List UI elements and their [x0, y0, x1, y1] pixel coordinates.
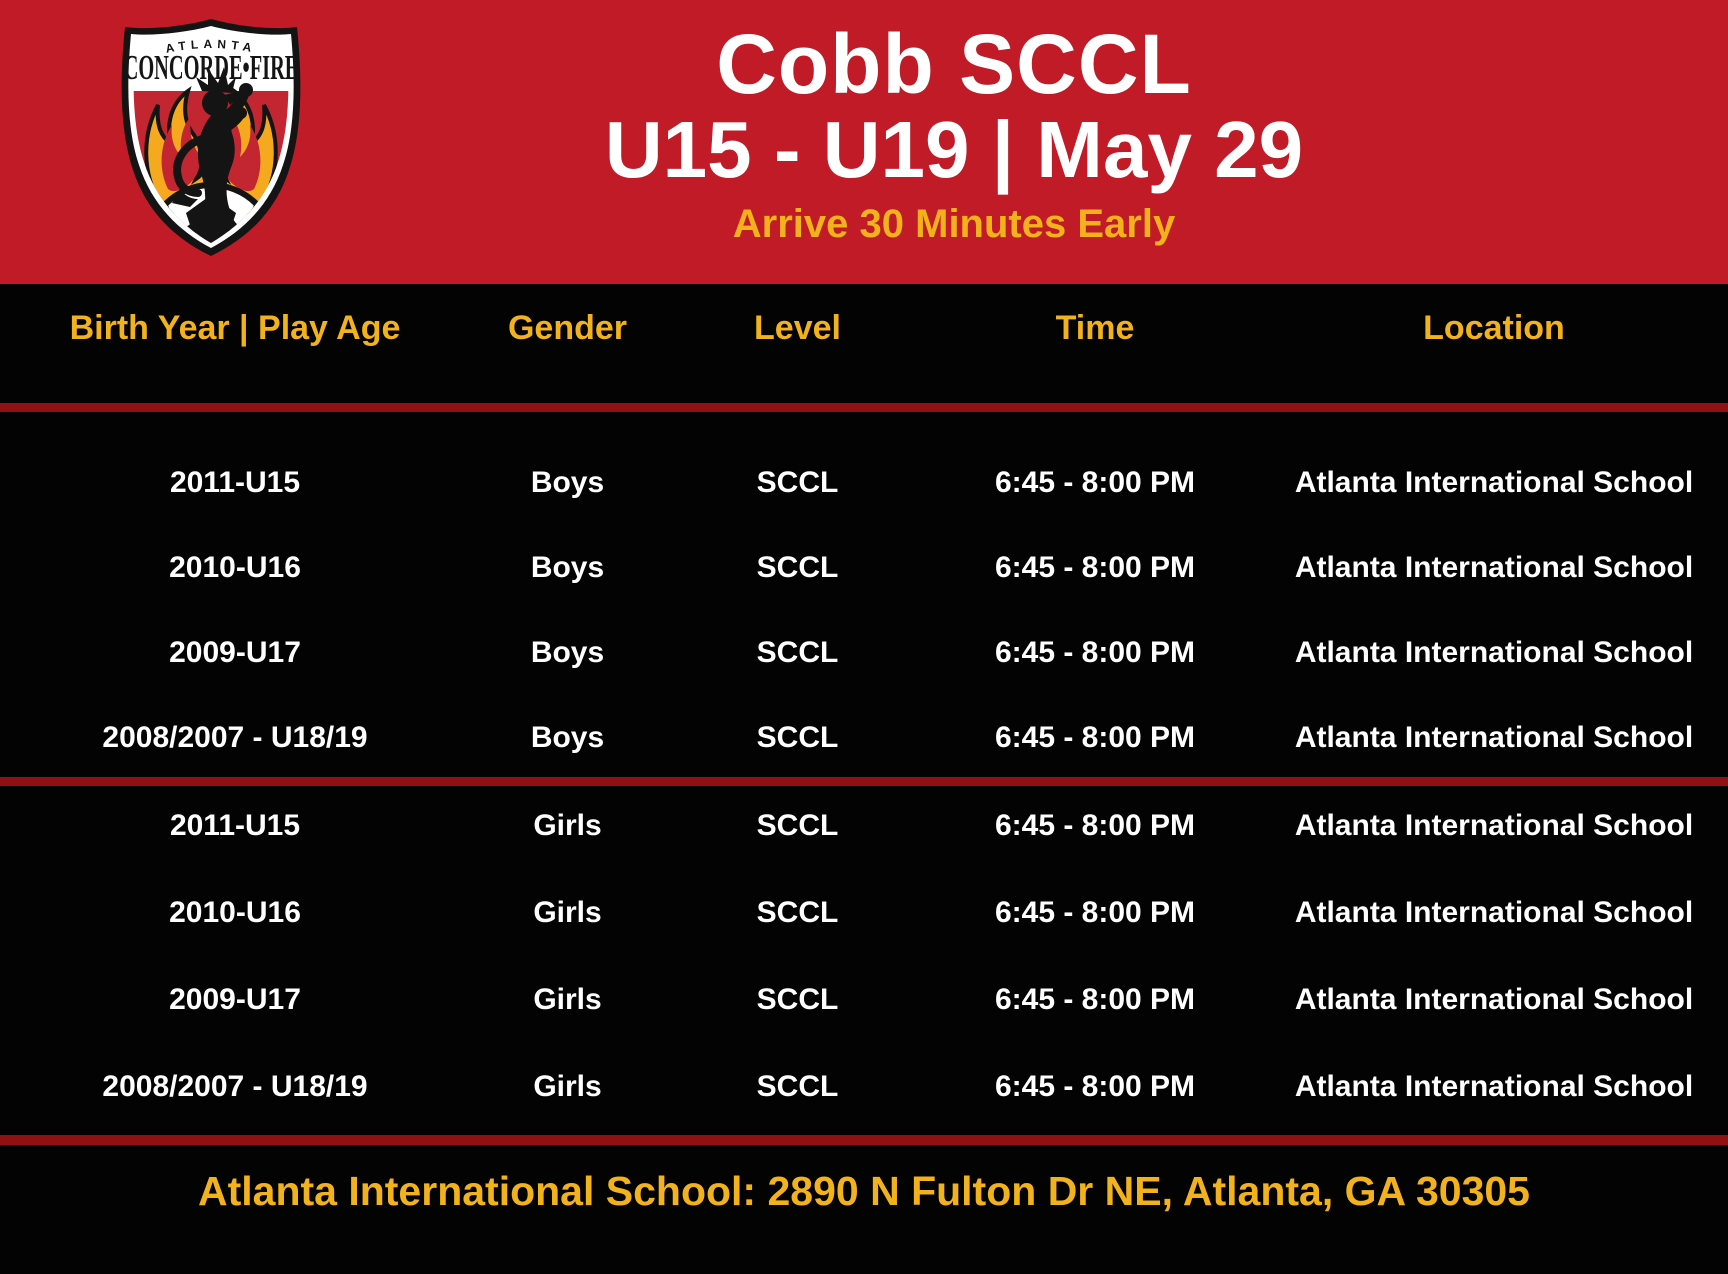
cell-gender: Boys: [530, 465, 605, 499]
footer-divider: [0, 1135, 1728, 1145]
cell-gender: Boys: [530, 720, 605, 754]
cell-time: 6:45 - 8:00 PM: [994, 720, 1196, 754]
girls-section: 2011-U15 Girls SCCL 6:45 - 8:00 PM Atlan…: [0, 782, 1728, 1130]
col-header-gender: Gender: [507, 308, 628, 347]
cell-birth-year: 2010-U16: [169, 550, 301, 584]
cell-gender: Boys: [530, 635, 605, 669]
cell-birth-year: 2009-U17: [169, 635, 301, 669]
cell-level: SCCL: [756, 895, 839, 929]
header-divider: [0, 403, 1728, 412]
page-title: Cobb SCCL: [716, 17, 1192, 111]
cell-location: Atlanta International School: [1294, 720, 1694, 754]
header-titles: Cobb SCCL U15 - U19 | May 29 Arrive 30 M…: [180, 0, 1728, 284]
cell-time: 6:45 - 8:00 PM: [994, 808, 1196, 842]
cell-level: SCCL: [756, 1069, 839, 1103]
section-divider: [0, 777, 1728, 786]
boys-section: 2011-U15 Boys SCCL 6:45 - 8:00 PM Atlant…: [0, 440, 1728, 780]
table-row: 2008/2007 - U18/19 Boys SCCL 6:45 - 8:00…: [0, 695, 1728, 780]
cell-time: 6:45 - 8:00 PM: [994, 895, 1196, 929]
cell-birth-year: 2009-U17: [169, 982, 301, 1016]
cell-level: SCCL: [756, 465, 839, 499]
cell-birth-year: 2008/2007 - U18/19: [102, 1069, 368, 1103]
cell-time: 6:45 - 8:00 PM: [994, 1069, 1196, 1103]
cell-time: 6:45 - 8:00 PM: [994, 982, 1196, 1016]
cell-level: SCCL: [756, 720, 839, 754]
col-header-time: Time: [1055, 308, 1135, 347]
table-header-row: Birth Year | Play Age Gender Level Time …: [0, 292, 1728, 364]
table-row: 2011-U15 Girls SCCL 6:45 - 8:00 PM Atlan…: [0, 782, 1728, 869]
cell-gender: Boys: [530, 550, 605, 584]
cell-location: Atlanta International School: [1294, 1069, 1694, 1103]
cell-time: 6:45 - 8:00 PM: [994, 465, 1196, 499]
col-header-birth-year: Birth Year | Play Age: [69, 308, 401, 347]
cell-location: Atlanta International School: [1294, 982, 1694, 1016]
cell-location: Atlanta International School: [1294, 550, 1694, 584]
cell-birth-year: 2008/2007 - U18/19: [102, 720, 368, 754]
cell-birth-year: 2011-U15: [169, 808, 301, 842]
cell-gender: Girls: [533, 808, 602, 842]
cell-level: SCCL: [756, 550, 839, 584]
cell-birth-year: 2010-U16: [169, 895, 301, 929]
table-row: 2009-U17 Boys SCCL 6:45 - 8:00 PM Atlant…: [0, 610, 1728, 695]
cell-level: SCCL: [756, 808, 839, 842]
table-row: 2011-U15 Boys SCCL 6:45 - 8:00 PM Atlant…: [0, 440, 1728, 525]
table-row: 2009-U17 Girls SCCL 6:45 - 8:00 PM Atlan…: [0, 956, 1728, 1043]
cell-location: Atlanta International School: [1294, 465, 1694, 499]
table-row: 2008/2007 - U18/19 Girls SCCL 6:45 - 8:0…: [0, 1043, 1728, 1130]
cell-gender: Girls: [533, 895, 602, 929]
col-header-location: Location: [1423, 308, 1565, 347]
cell-time: 6:45 - 8:00 PM: [994, 550, 1196, 584]
cell-location: Atlanta International School: [1294, 808, 1694, 842]
arrival-note: Arrive 30 Minutes Early: [732, 202, 1176, 246]
age-group-date-title: U15 - U19 | May 29: [604, 105, 1304, 194]
table-row: 2010-U16 Boys SCCL 6:45 - 8:00 PM Atlant…: [0, 525, 1728, 610]
club-logo-icon: ATLANTA CONCORDE•FIRE: [121, 19, 301, 256]
cell-location: Atlanta International School: [1294, 895, 1694, 929]
cell-level: SCCL: [756, 635, 839, 669]
cell-gender: Girls: [533, 982, 602, 1016]
cell-birth-year: 2011-U15: [169, 465, 301, 499]
cell-time: 6:45 - 8:00 PM: [994, 635, 1196, 669]
footer-address-bar: Atlanta International School: 2890 N Ful…: [0, 1145, 1728, 1237]
crest-city-label: ATLANTA: [164, 37, 257, 56]
cell-location: Atlanta International School: [1294, 635, 1694, 669]
col-header-level: Level: [754, 308, 841, 347]
cell-level: SCCL: [756, 982, 839, 1016]
header-banner: ATLANTA CONCORDE•FIRE Cobb SCCL U15 - U1…: [0, 0, 1728, 284]
cell-gender: Girls: [533, 1069, 602, 1103]
crest-name-label: CONCORDE•FIRE: [124, 50, 299, 88]
venue-address: Atlanta International School: 2890 N Ful…: [198, 1167, 1530, 1214]
table-row: 2010-U16 Girls SCCL 6:45 - 8:00 PM Atlan…: [0, 869, 1728, 956]
